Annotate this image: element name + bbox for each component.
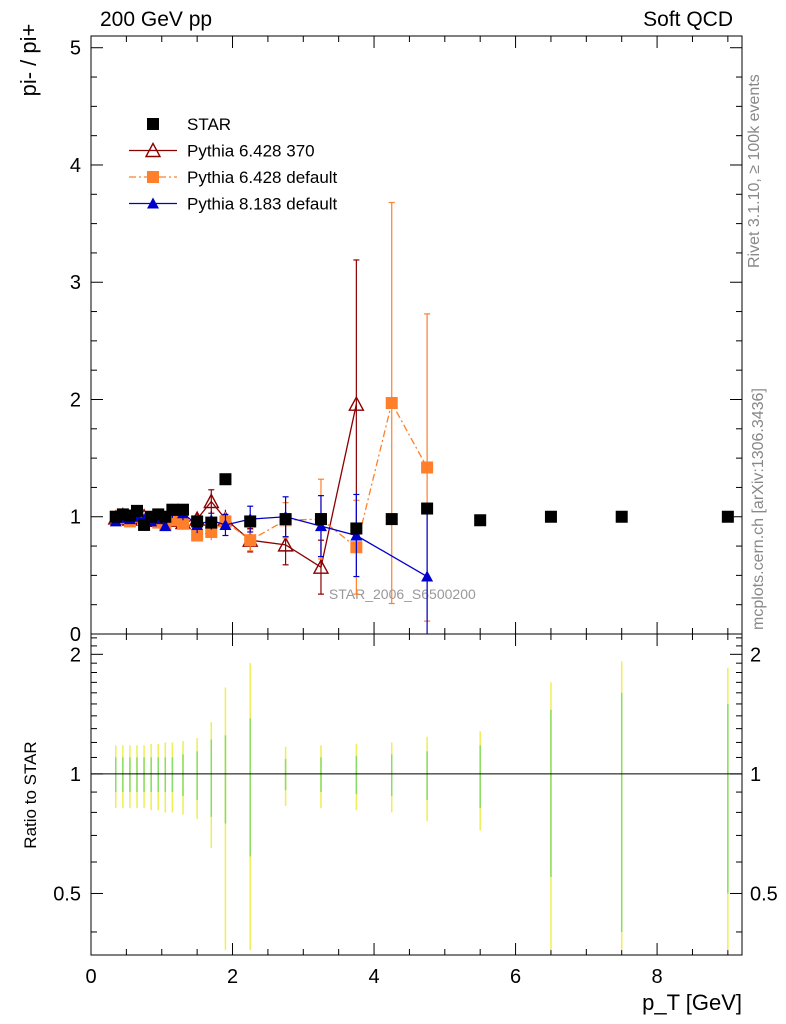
x-axis-title: p_T [GeV] (642, 990, 742, 1015)
ratio-band (115, 661, 729, 951)
legend-marker (147, 197, 159, 209)
ratio-tick-label-right: 1 (750, 764, 761, 786)
data-point (312, 558, 330, 574)
mcplots-label: mcplots.cern.ch [arXiv:1306.3436] (750, 388, 767, 630)
data-point (159, 520, 172, 532)
data-point (314, 520, 327, 532)
main-series (107, 201, 734, 634)
data-point (219, 473, 232, 486)
y-tick-label: 2 (70, 389, 81, 411)
legend-marker (147, 118, 159, 130)
rivet-label: Rivet 3.1.10, ≥ 100k events (746, 74, 763, 268)
legend-label: Pythia 6.428 default (187, 168, 338, 187)
data-point (350, 522, 363, 535)
data-point (203, 493, 220, 509)
data-point (277, 536, 294, 552)
legend-label: Pythia 6.428 370 (187, 142, 315, 161)
data-point (191, 515, 204, 528)
x-tick-label: 0 (85, 966, 96, 988)
y-axis-title: pi- / pi+ (16, 24, 41, 97)
data-point (244, 515, 257, 528)
data-point (130, 504, 143, 517)
y-tick-label: 1 (70, 507, 81, 529)
legend-label: STAR (187, 115, 231, 134)
data-point (244, 534, 257, 547)
data-point (385, 397, 398, 410)
data-point (348, 395, 365, 411)
x-tick-label: 6 (510, 966, 521, 988)
data-point (279, 513, 292, 526)
ratio-tick-label: 2 (70, 644, 81, 666)
data-point (191, 529, 204, 542)
ratio-frame (90, 633, 743, 956)
y-tick-label: 5 (70, 38, 81, 60)
data-point (615, 510, 628, 523)
header-left: 200 GeV pp (100, 8, 213, 31)
legend-label: Pythia 8.183 default (187, 195, 338, 214)
ratio-axis-title: Ratio to STAR (21, 741, 40, 848)
data-point (474, 514, 487, 527)
series-star (109, 473, 734, 535)
y-tick-label: 0 (70, 624, 81, 646)
watermark: STAR_2006_S6500200 (329, 586, 476, 602)
y-tick-label: 3 (70, 272, 81, 294)
ratio-tick-label: 0.5 (53, 883, 81, 905)
legend-marker (147, 171, 159, 183)
data-point (176, 517, 189, 530)
x-tick-label: 8 (652, 966, 663, 988)
data-point (421, 461, 434, 474)
data-point (421, 502, 434, 515)
data-point (205, 516, 218, 529)
x-tick-label: 2 (227, 966, 238, 988)
data-point (544, 510, 557, 523)
ratio-tick-label-right: 0.5 (750, 883, 778, 905)
data-point (421, 570, 434, 582)
data-point (314, 513, 327, 526)
data-point (176, 503, 189, 516)
data-point (350, 529, 363, 541)
data-point (123, 509, 136, 522)
data-point (166, 503, 179, 516)
data-point (205, 525, 218, 538)
data-point (385, 513, 398, 526)
data-point (721, 510, 734, 523)
legend-marker (144, 142, 162, 158)
header-right: Soft QCD (643, 8, 733, 31)
ratio-tick-label: 1 (70, 764, 81, 786)
series-pythia-6-428-default (109, 201, 434, 622)
ratio-tick-label-right: 2 (750, 644, 761, 666)
series-line (115, 404, 357, 569)
data-point (219, 518, 232, 530)
y-tick-label: 4 (70, 155, 81, 177)
series-pythia-6-428-370 (107, 259, 365, 595)
x-tick-label: 4 (368, 966, 379, 988)
